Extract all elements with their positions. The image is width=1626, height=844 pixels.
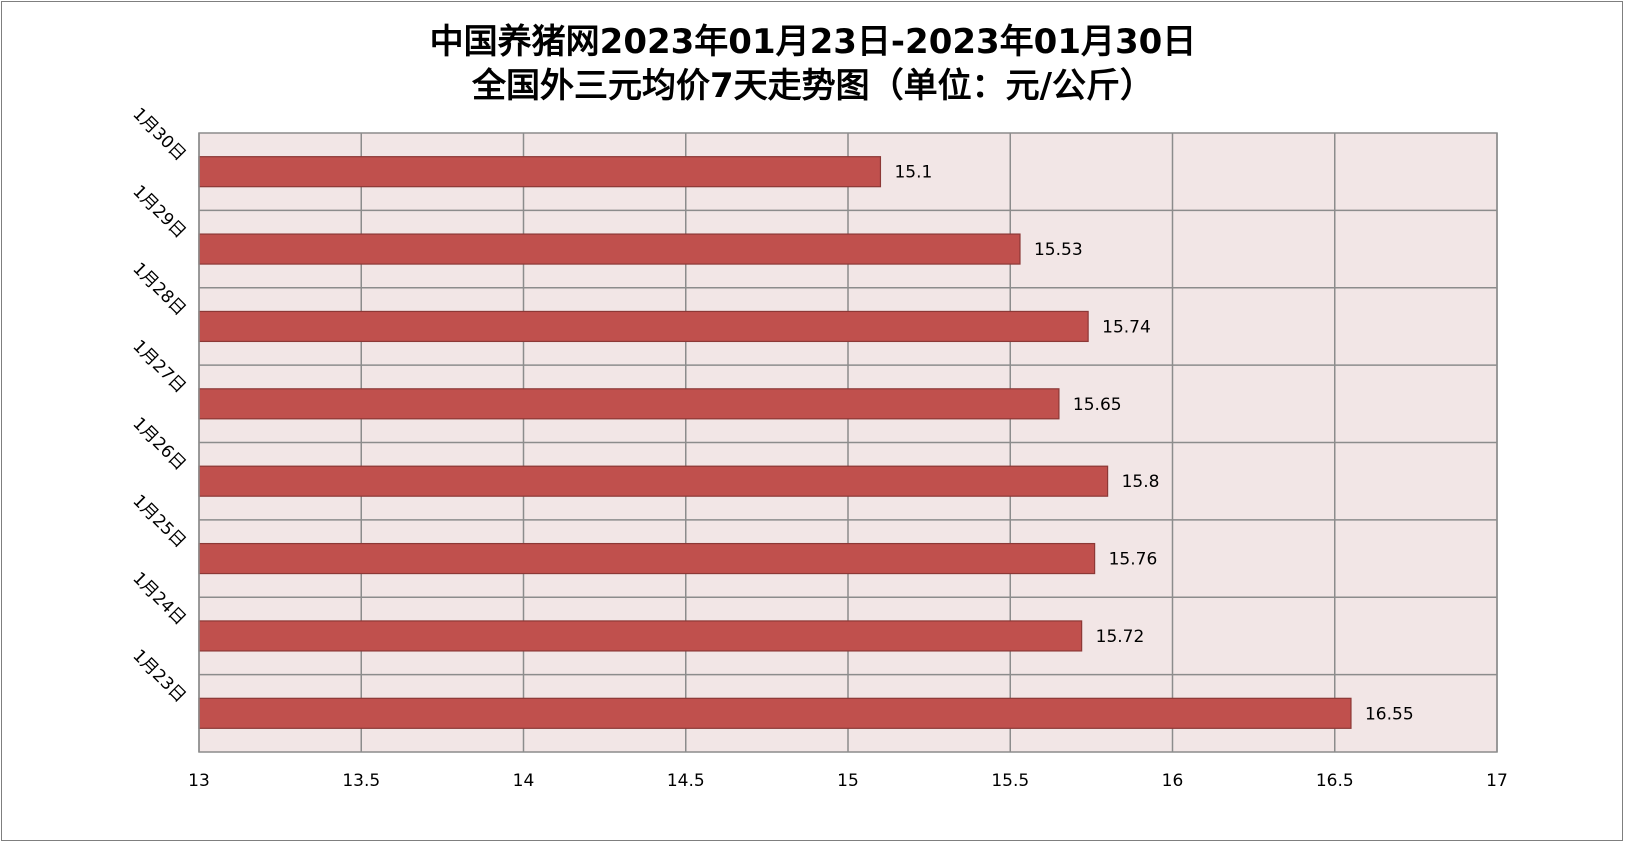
data-label: 15.8	[1122, 472, 1160, 492]
bars	[198, 156, 1352, 729]
x-tick-label: 13.5	[342, 771, 380, 791]
bar	[198, 697, 1352, 729]
data-label: 15.1	[894, 163, 932, 183]
x-tick-label: 16.5	[1316, 771, 1354, 791]
y-tick-label: 1月28日	[128, 259, 189, 320]
y-tick-label: 1月23日	[128, 646, 189, 707]
x-tick-label: 15	[837, 771, 859, 791]
y-tick-label: 1月30日	[128, 104, 189, 165]
data-label: 15.53	[1034, 240, 1083, 260]
x-tick-label: 14	[513, 771, 535, 791]
data-labels: 16.55 15.72 15.76 15.8 15.65 15.74 15.53 15.1	[894, 163, 1413, 725]
bar	[198, 620, 1083, 652]
y-tick-label: 1月27日	[128, 336, 189, 397]
y-tick-label: 1月29日	[128, 181, 189, 242]
data-label: 15.76	[1109, 550, 1158, 570]
chart-title-line-2: 全国外三元均价7天走势图（单位：元/公斤）	[471, 66, 1155, 106]
y-tick-label: 1月24日	[128, 568, 189, 629]
x-tick-label: 14.5	[667, 771, 705, 791]
bar	[198, 465, 1109, 497]
plot-border	[198, 132, 1498, 753]
data-label: 16.55	[1365, 704, 1414, 724]
bar	[198, 156, 882, 188]
bar	[198, 542, 1096, 575]
y-tick-label: 1月25日	[128, 491, 189, 552]
x-tick-label: 15.5	[991, 771, 1029, 791]
bar	[198, 310, 1089, 343]
x-tick-label: 17	[1486, 771, 1508, 791]
x-tick-label: 13	[188, 771, 210, 791]
chart-title-line-1: 中国养猪网2023年01月23日-2023年01月30日	[429, 22, 1197, 62]
x-tick-label: 16	[1162, 771, 1184, 791]
bar	[198, 233, 1021, 265]
data-label: 15.65	[1073, 395, 1122, 415]
data-label: 15.72	[1096, 627, 1145, 647]
bar	[198, 388, 1060, 420]
data-label: 15.74	[1102, 317, 1151, 337]
y-tick-label: 1月26日	[128, 414, 189, 475]
y-axis-ticks: 1月23日 1月24日 1月25日 1月26日 1月27日 1月28日 1月29日 1月30日	[128, 104, 189, 707]
x-axis-ticks: 13 13.5 14 14.5 15 15.5 16 16.5 17	[188, 771, 1508, 791]
